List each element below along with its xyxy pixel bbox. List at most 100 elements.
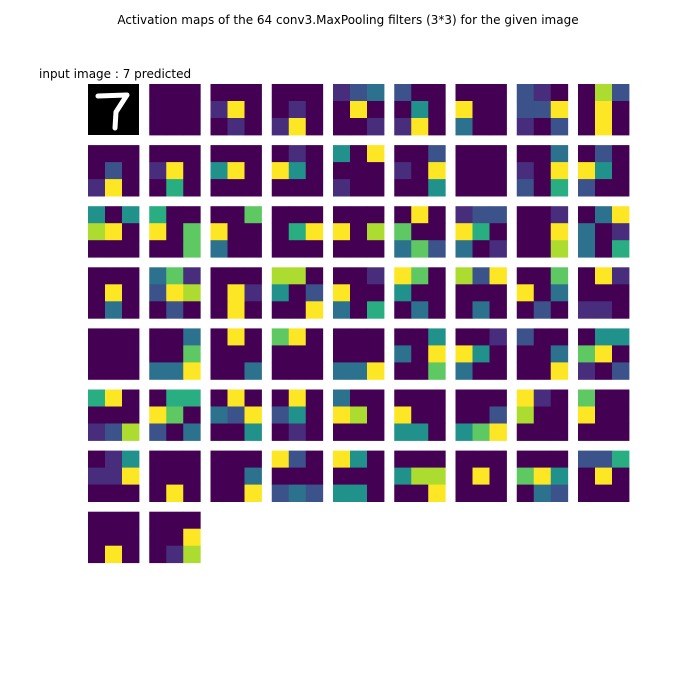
heatmap-cell <box>122 406 140 424</box>
heatmap-cell <box>105 179 123 197</box>
activation-map-25 <box>516 206 569 258</box>
heatmap-cell <box>122 423 140 441</box>
heatmap-cell <box>489 406 507 424</box>
activation-map-6 <box>455 84 507 136</box>
heatmap-cell <box>210 423 228 441</box>
heatmap-cell <box>612 240 630 258</box>
heatmap-cell <box>227 328 245 346</box>
heatmap-cell <box>271 467 290 485</box>
activation-map-24 <box>455 206 507 258</box>
activation-map-38 <box>210 328 262 380</box>
heatmap-cell <box>455 467 473 485</box>
heatmap-cell <box>305 101 324 119</box>
heatmap-cell <box>333 206 351 224</box>
heatmap-cell <box>166 240 184 258</box>
heatmap-cell <box>516 467 535 485</box>
heatmap-cell <box>210 162 228 180</box>
activation-map-46 <box>149 389 201 441</box>
heatmap-cell <box>149 179 167 197</box>
heatmap-cell <box>333 362 351 380</box>
input-image <box>88 84 139 135</box>
heatmap-cell <box>550 484 569 502</box>
heatmap-cell <box>428 301 446 319</box>
heatmap-cell <box>244 179 262 197</box>
heatmap-cell <box>350 84 368 102</box>
heatmap-cell <box>350 484 368 502</box>
heatmap-cell <box>533 223 552 241</box>
heatmap-cell <box>455 284 473 302</box>
heatmap-cell <box>516 145 535 163</box>
heatmap-cell <box>533 423 552 441</box>
heatmap-cell <box>88 267 106 285</box>
heatmap-cell <box>333 84 351 102</box>
heatmap-cell <box>350 467 368 485</box>
heatmap-cell <box>244 467 262 485</box>
heatmap-cell <box>333 223 351 241</box>
heatmap-cell <box>612 450 630 468</box>
heatmap-cell <box>333 162 351 180</box>
heatmap-cell <box>578 223 596 241</box>
heatmap-cell <box>88 206 106 224</box>
heatmap-cell <box>166 406 184 424</box>
heatmap-cell <box>428 406 446 424</box>
heatmap-cell <box>550 450 569 468</box>
heatmap-cell <box>149 145 167 163</box>
heatmap-cell <box>183 301 201 319</box>
heatmap-cell <box>149 267 167 285</box>
heatmap-cell <box>394 240 412 258</box>
heatmap-cell <box>166 423 184 441</box>
heatmap-cell <box>88 301 106 319</box>
heatmap-cell <box>88 240 106 258</box>
activation-map-43 <box>516 328 569 380</box>
activation-map-30 <box>271 267 324 319</box>
heatmap-cell <box>472 145 490 163</box>
heatmap-cell <box>533 284 552 302</box>
heatmap-cell <box>428 162 446 180</box>
heatmap-cell <box>612 423 630 441</box>
activation-map-56 <box>210 450 262 502</box>
heatmap-cell <box>122 179 140 197</box>
activation-map-1 <box>149 84 201 136</box>
activation-map-64 <box>149 511 201 564</box>
heatmap-cell <box>149 118 167 136</box>
heatmap-cell <box>183 145 201 163</box>
heatmap-cell <box>183 362 201 380</box>
heatmap-cell <box>472 450 490 468</box>
heatmap-cell <box>271 206 290 224</box>
heatmap-cell <box>489 362 507 380</box>
heatmap-cell <box>367 406 385 424</box>
heatmap-cell <box>183 162 201 180</box>
heatmap-cell <box>394 118 412 136</box>
heatmap-cell <box>367 284 385 302</box>
heatmap-cell <box>612 84 630 102</box>
heatmap-cell <box>595 206 613 224</box>
heatmap-cell <box>122 301 140 319</box>
heatmap-cell <box>595 328 613 346</box>
activation-grid <box>88 84 630 564</box>
heatmap-cell <box>595 145 613 163</box>
activation-map-5 <box>394 84 446 136</box>
heatmap-cell <box>411 362 429 380</box>
activation-map-58 <box>333 450 385 502</box>
heatmap-cell <box>428 223 446 241</box>
heatmap-cell <box>227 467 245 485</box>
heatmap-cell <box>516 118 535 136</box>
heatmap-cell <box>367 328 385 346</box>
heatmap-cell <box>455 223 473 241</box>
heatmap-cell <box>578 301 596 319</box>
heatmap-cell <box>428 284 446 302</box>
heatmap-cell <box>578 467 596 485</box>
heatmap-cell <box>244 206 262 224</box>
heatmap-cell <box>472 84 490 102</box>
heatmap-cell <box>550 328 569 346</box>
heatmap-cell <box>333 406 351 424</box>
heatmap-cell <box>288 223 307 241</box>
heatmap-cell <box>595 450 613 468</box>
heatmap-cell <box>550 301 569 319</box>
heatmap-cell <box>105 423 123 441</box>
heatmap-cell <box>149 467 167 485</box>
heatmap-cell <box>271 328 290 346</box>
heatmap-cell <box>166 223 184 241</box>
heatmap-cell <box>595 267 613 285</box>
heatmap-cell <box>288 389 307 407</box>
